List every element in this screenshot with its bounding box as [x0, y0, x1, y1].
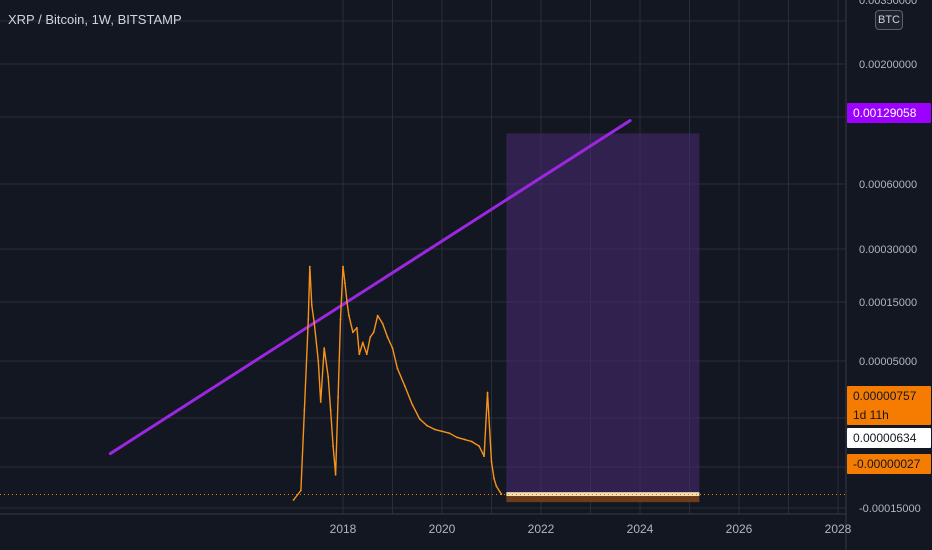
price-point — [310, 304, 313, 307]
price-point — [327, 375, 330, 378]
price-point — [329, 409, 332, 411]
price-tick-label: 0.00015000 — [859, 297, 917, 309]
target-zone-box — [506, 133, 700, 495]
price-tick-label: 0.00030000 — [859, 244, 917, 256]
price-point — [344, 282, 346, 285]
price-point — [403, 385, 406, 388]
price-label-box — [847, 454, 931, 474]
price-label-text: -0.00000027 — [853, 457, 921, 471]
price-point — [300, 489, 302, 492]
price-label-box — [847, 405, 931, 425]
price-point — [332, 445, 334, 448]
price-point — [448, 432, 451, 435]
price-label-box — [847, 103, 931, 123]
time-tick-label: 2028 — [825, 522, 852, 536]
price-point — [483, 455, 485, 458]
plot-background — [0, 0, 846, 514]
price-point — [337, 396, 339, 399]
time-tick-label: 2024 — [627, 522, 654, 536]
price-point — [490, 460, 493, 463]
price-tick-label: -0.00015000 — [859, 503, 921, 515]
price-label-text: 0.00000757 — [853, 389, 917, 403]
price-point — [441, 430, 443, 433]
ascending-trendline — [108, 119, 632, 456]
price-point — [381, 322, 384, 325]
price-point — [352, 331, 354, 334]
price-point — [486, 391, 489, 394]
time-tick-label: 2018 — [330, 522, 357, 536]
price-label-box — [847, 386, 931, 406]
price-point — [478, 445, 481, 448]
price-point — [372, 331, 375, 334]
price-point — [339, 318, 342, 321]
price-point — [348, 314, 350, 317]
time-tick-label: 2020 — [429, 522, 456, 536]
projection-box-layer — [506, 133, 700, 503]
trendline-layer — [0, 119, 846, 495]
price-point — [396, 367, 399, 370]
price-point — [361, 341, 364, 344]
price-series-layer — [292, 265, 503, 501]
price-point — [346, 301, 348, 304]
price-point — [391, 347, 394, 350]
price-point — [313, 322, 316, 325]
price-tick-label: 0.00350000 — [859, 0, 917, 7]
price-tick-label: 0.00005000 — [859, 356, 917, 368]
price-label-box — [847, 428, 931, 448]
price-label-text: 1d 11h — [853, 408, 889, 422]
price-point — [470, 440, 473, 443]
price-point — [495, 485, 498, 488]
price-tick-label: 0.00060000 — [859, 179, 917, 191]
price-point — [355, 326, 358, 329]
price-point — [455, 436, 458, 439]
price-point — [418, 418, 421, 420]
price-point — [426, 424, 429, 427]
symbol-title: XRP / Bitcoin, 1W, BITSTAMP — [8, 12, 182, 27]
price-point — [303, 409, 306, 411]
entry-line — [506, 492, 700, 497]
price-point — [319, 401, 322, 403]
price-point — [292, 499, 295, 501]
currency-badge[interactable]: BTC — [875, 10, 903, 30]
price-point — [369, 336, 372, 339]
stop-zone-box — [506, 496, 700, 503]
price-point — [411, 403, 414, 406]
price-point — [493, 477, 495, 480]
price-point — [317, 360, 320, 362]
price-point — [323, 347, 326, 350]
price-point — [342, 265, 344, 268]
price-label-text: 0.00129058 — [853, 106, 917, 120]
grid-layer — [0, 0, 846, 514]
price-point — [308, 265, 311, 268]
price-point — [307, 318, 310, 321]
price-point — [376, 314, 379, 317]
price-tick-label: 0.00200000 — [859, 59, 917, 71]
price-point — [463, 438, 466, 441]
time-tick-label: 2022 — [528, 522, 555, 536]
price-label-text: 0.00000634 — [853, 431, 917, 445]
price-labels-layer: 0.00129058 0.00000757 1d 11h 0.00000634 -0.0… — [847, 103, 931, 474]
time-tick-label: 2026 — [726, 522, 753, 536]
price-point — [433, 428, 436, 431]
price-point — [358, 353, 361, 356]
price-point — [365, 353, 368, 356]
price-point — [334, 473, 337, 476]
price-point — [500, 493, 503, 496]
price-point — [386, 336, 389, 339]
